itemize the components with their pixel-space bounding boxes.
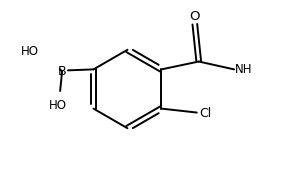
Text: NH: NH: [235, 63, 252, 76]
Text: B: B: [58, 65, 66, 78]
Text: O: O: [190, 10, 200, 23]
Text: HO: HO: [21, 45, 39, 58]
Text: Cl: Cl: [199, 107, 211, 120]
Text: HO: HO: [49, 99, 67, 112]
